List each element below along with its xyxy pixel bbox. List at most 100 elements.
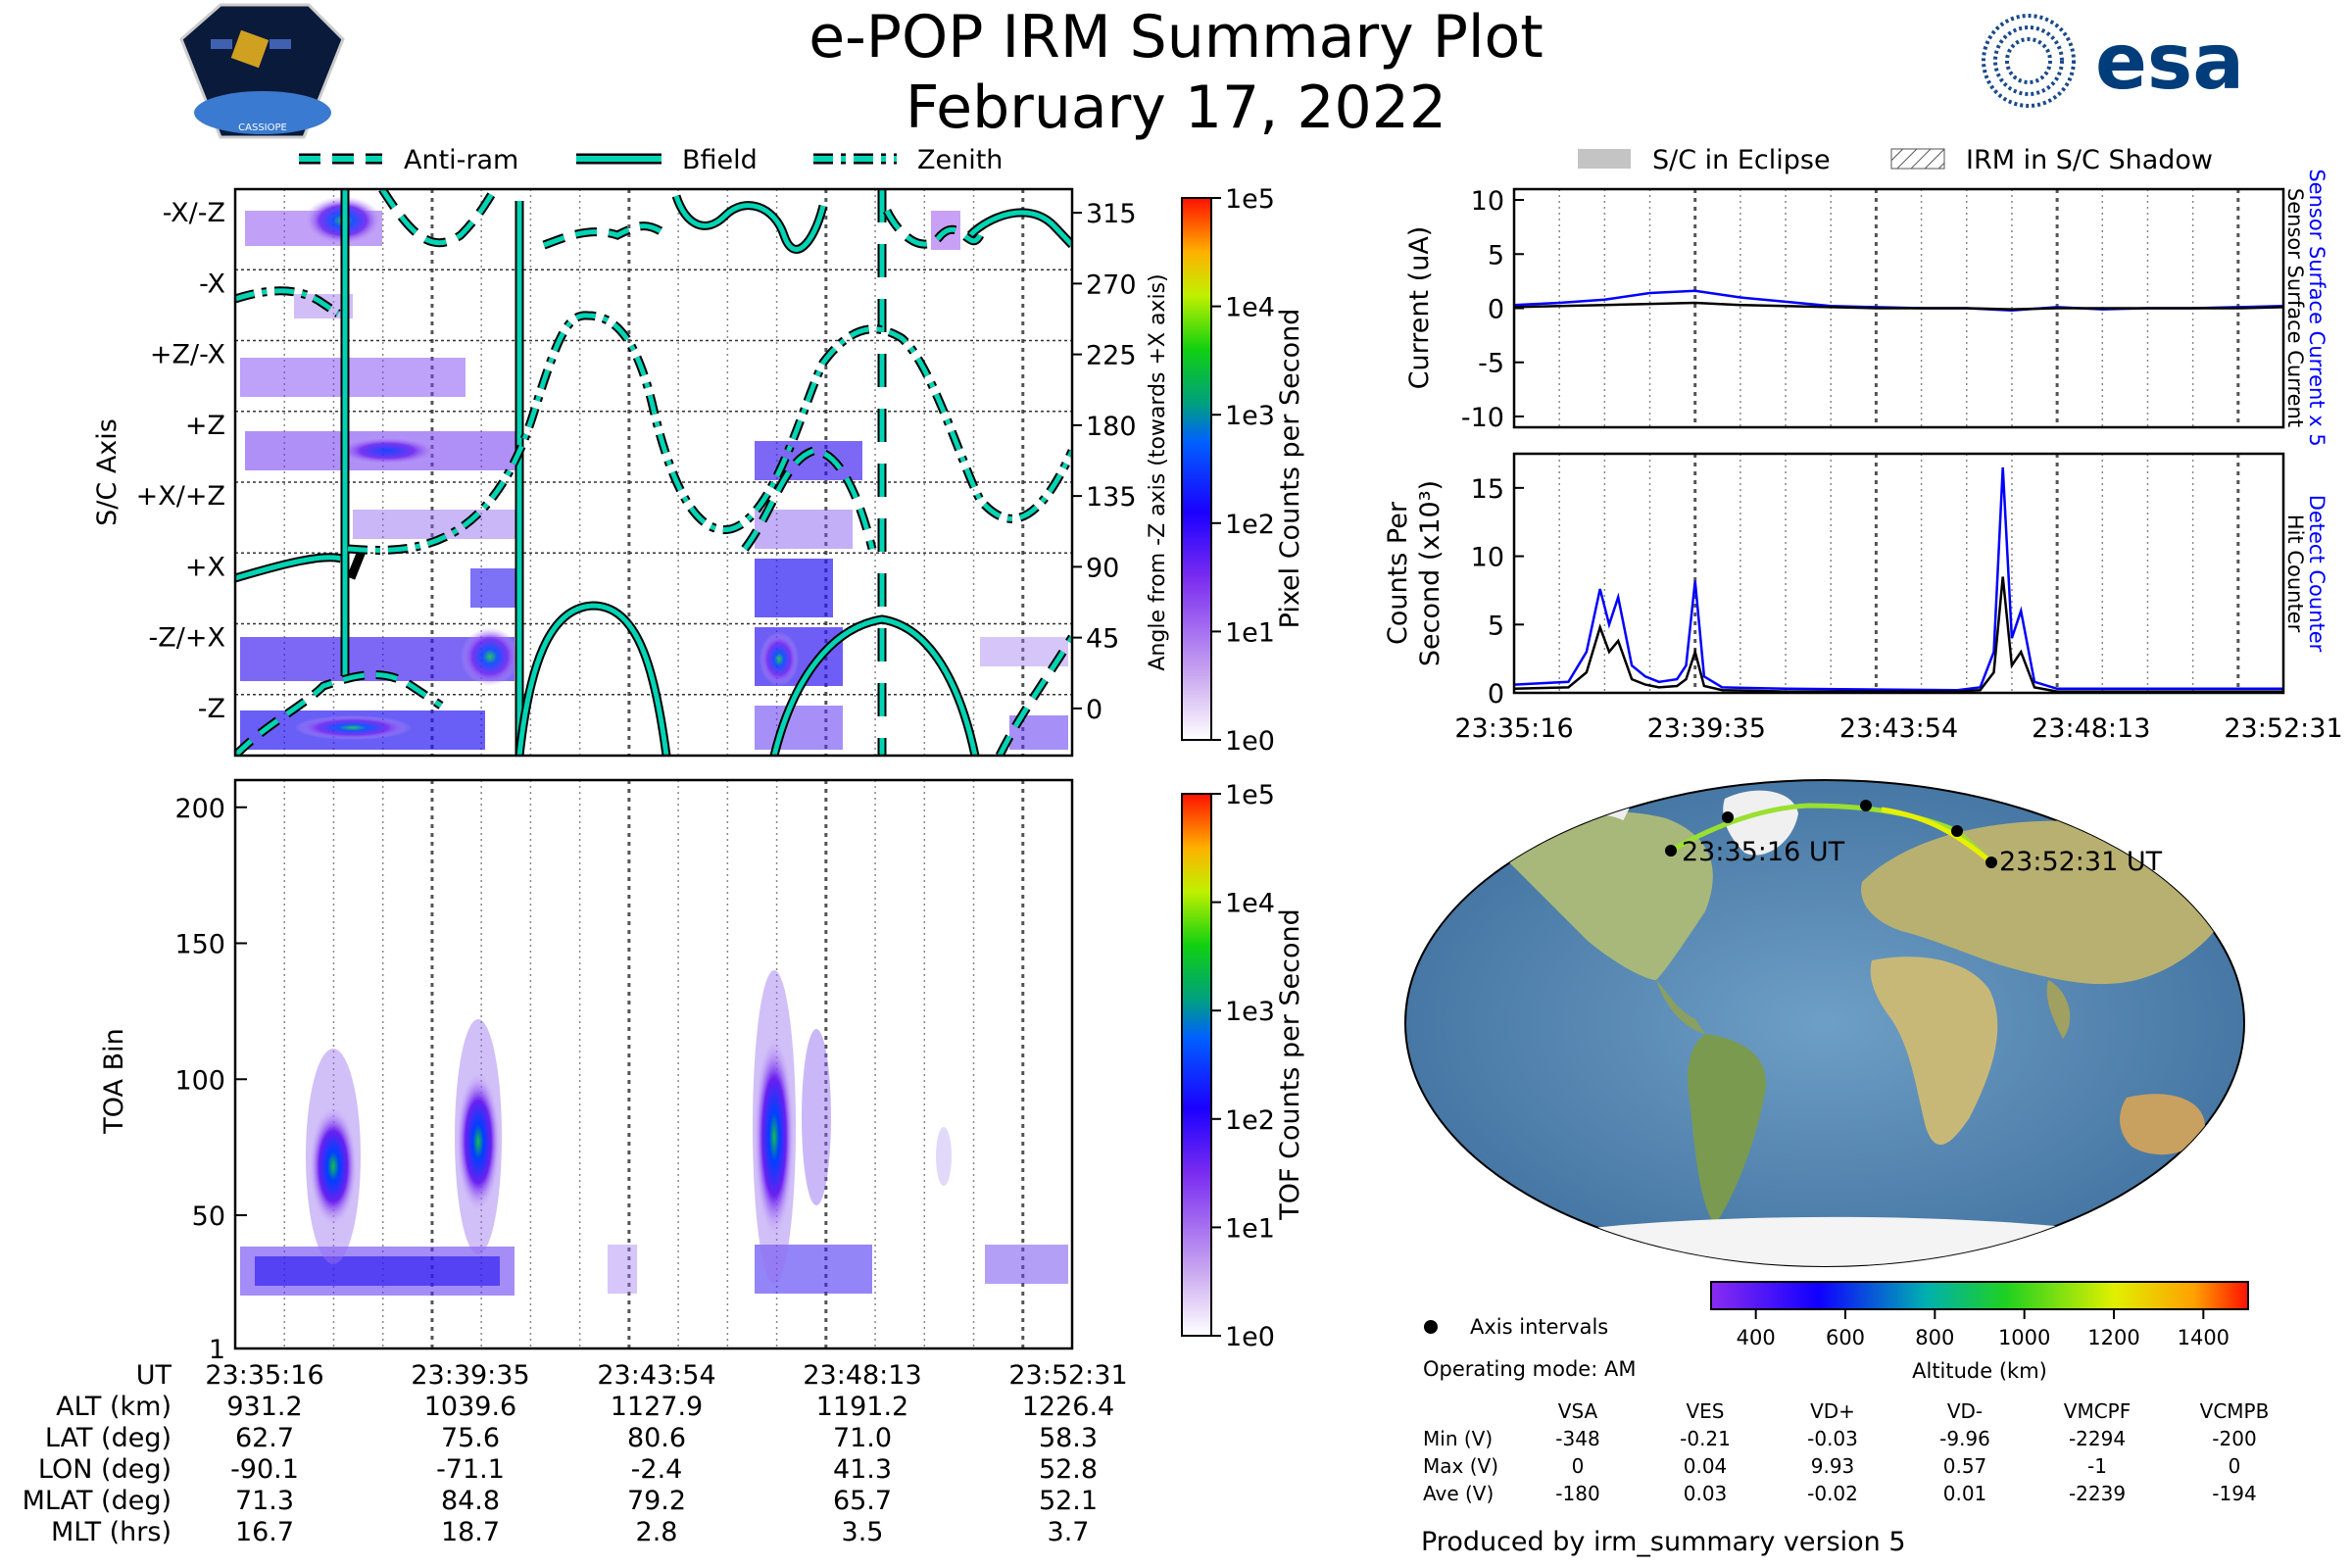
counts-panel: Counts Per Second (x10³) Detect Counter … — [1383, 452, 2343, 744]
axis-intervals-label: Axis intervals — [1470, 1315, 1608, 1339]
current-series-line — [1513, 301, 2284, 311]
altitude-tick-label: 1000 — [1998, 1326, 2050, 1349]
ephemeris-value: -90.1 — [230, 1454, 299, 1485]
time-tick-label: 23:39:35 — [1647, 713, 1766, 744]
altitude-tick-label: 600 — [1826, 1326, 1865, 1349]
legend-pixel-lines: Anti-ram Bfield Zenith — [299, 145, 1003, 175]
svg-text:S/C in Eclipse: S/C in Eclipse — [1652, 145, 1831, 175]
ephemeris-value: 52.1 — [1038, 1486, 1099, 1516]
time-tick-label: 23:35:16 — [1454, 713, 1573, 744]
colorbar-tick-label: 1e0 — [1225, 1322, 1275, 1352]
toa-tick-label: 200 — [174, 794, 225, 824]
svg-text:TOF Counts per Second: TOF Counts per Second — [1275, 908, 1305, 1221]
svg-text:esa: esa — [2095, 19, 2244, 107]
track-point — [1665, 845, 1677, 857]
tof-colorbar: TOF Counts per Second 1e5 1e4 1e3 1e2 1e1 1e0 — [1181, 780, 1305, 1352]
ephemeris-value: 71.0 — [832, 1423, 893, 1453]
ephemeris-value: 41.3 — [832, 1454, 893, 1485]
ephemeris-value: 931.2 — [226, 1392, 303, 1422]
toa-tick-label: 100 — [174, 1065, 225, 1096]
track-point — [1951, 825, 1963, 837]
ephemeris-value: 16.7 — [234, 1517, 295, 1547]
ephemeris-value: 71.3 — [234, 1486, 295, 1516]
ephemeris-row-label: UT — [135, 1360, 172, 1391]
ephemeris-value: 3.7 — [1047, 1517, 1090, 1547]
voltage-value: 0.57 — [1942, 1454, 1987, 1478]
ephemeris-row-label: MLT (hrs) — [50, 1517, 172, 1547]
ephemeris-value: 1191.2 — [815, 1392, 909, 1422]
voltage-value: -0.02 — [1807, 1482, 1858, 1505]
toa-ylabel: TOA Bin — [99, 1028, 129, 1134]
colorbar-tick-label: 1e4 — [1225, 293, 1275, 323]
colorbar-tick-label: 1e4 — [1225, 889, 1275, 919]
angle-tick-label: 315 — [1086, 199, 1137, 229]
ephemeris-row-label: LON (deg) — [37, 1454, 172, 1485]
colorbar-tick-label: 1e5 — [1225, 780, 1275, 810]
sc-axis-tick-label: +X/+Z — [136, 481, 225, 512]
voltage-value: 0.03 — [1683, 1482, 1728, 1505]
voltage-row-label: Ave (V) — [1423, 1482, 1494, 1505]
current-tick-label: 10 — [1471, 186, 1504, 217]
ephemeris-table: UT 23:35:16 23:39:35 23:43:54 23:48:13 23:52:… — [0, 1360, 1176, 1566]
voltage-value: 0.04 — [1683, 1454, 1728, 1478]
ephemeris-value: 18.7 — [440, 1517, 501, 1547]
svg-text:IRM in S/C Shadow: IRM in S/C Shadow — [1966, 145, 2213, 175]
ephemeris-value: 79.2 — [626, 1486, 687, 1516]
colorbar-tick-label: 1e0 — [1225, 726, 1275, 757]
voltage-value: -9.96 — [1939, 1427, 1990, 1450]
ephemeris-value: 2.8 — [635, 1517, 678, 1547]
ephemeris-value: 1127.9 — [610, 1392, 704, 1422]
angle-tick-label: 0 — [1086, 695, 1102, 725]
ephemeris-value: 1226.4 — [1021, 1392, 1115, 1422]
track-point — [1860, 800, 1872, 811]
svg-text:Altitude (km): Altitude (km) — [1912, 1359, 2047, 1383]
ephemeris-value: 80.6 — [626, 1423, 687, 1453]
current-tick-label: -5 — [1478, 349, 1504, 379]
current-tick-label: -10 — [1461, 403, 1504, 433]
current-panel: Current (uA) Sensor Surface Current x 5 … — [1404, 169, 2328, 446]
time-tick-label: 23:52:31 — [2224, 713, 2342, 744]
time-tick-label: 23:48:13 — [2032, 713, 2150, 744]
ephemeris-value: 65.7 — [832, 1486, 893, 1516]
angle-tick-label: 45 — [1086, 624, 1119, 655]
voltage-value: 0 — [2228, 1454, 2241, 1478]
ephemeris-value: 84.8 — [440, 1486, 501, 1516]
ephemeris-value: 23:39:35 — [411, 1360, 530, 1391]
angle-tick-label: 90 — [1086, 553, 1119, 583]
sc-axis-ylabel: S/C Axis — [92, 418, 122, 526]
sc-axis-tick-label: +Z/-X — [150, 340, 225, 370]
toa-tick-label: 1 — [209, 1335, 225, 1365]
legend-eclipse: S/C in Eclipse IRM in S/C Shadow — [1578, 145, 2213, 175]
ephemeris-value: 52.8 — [1038, 1454, 1099, 1485]
ephemeris-value: 3.5 — [841, 1517, 884, 1547]
voltage-value: -0.03 — [1807, 1427, 1858, 1450]
colorbar-tick-label: 1e2 — [1225, 1105, 1275, 1136]
voltage-header: VMCPF — [2063, 1399, 2132, 1423]
voltage-value: 0.01 — [1942, 1482, 1987, 1505]
counts-tick-label: 15 — [1471, 474, 1504, 505]
ephemeris-value: -71.1 — [436, 1454, 505, 1485]
voltage-row-label: Min (V) — [1423, 1427, 1494, 1450]
sc-axis-panel: S/C Axis Angle from -Z axis (towards +X … — [92, 187, 1170, 758]
page-date: February 17, 2022 — [905, 74, 1447, 142]
svg-text:Detect Counter: Detect Counter — [2305, 495, 2328, 653]
ephemeris-value: 23:52:31 — [1008, 1360, 1128, 1391]
track-point — [1722, 811, 1734, 823]
legend-zenith: Zenith — [917, 145, 1003, 175]
sc-axis-tick-label: +X — [185, 552, 225, 582]
voltage-value: -1 — [2087, 1454, 2107, 1478]
colorbar-tick-label: 1e2 — [1225, 510, 1275, 540]
current-tick-label: 0 — [1488, 295, 1504, 325]
svg-text:Counts Per: Counts Per — [1383, 501, 1413, 645]
altitude-colorbar: 400 600 800 1000 1200 1400 Altitude (km) — [1710, 1281, 2249, 1383]
ephemeris-row-label: ALT (km) — [56, 1392, 172, 1422]
colorbar-tick-label: 1e5 — [1225, 184, 1275, 215]
ephemeris-value: 23:48:13 — [803, 1360, 922, 1391]
altitude-tick-label: 800 — [1915, 1326, 1954, 1349]
track-end-label: 23:52:31 UT — [1999, 847, 2163, 877]
sc-axis-tick-label: -X — [199, 269, 225, 299]
ephemeris-value: -2.4 — [630, 1454, 683, 1485]
svg-text:Pixel Counts per Second: Pixel Counts per Second — [1275, 309, 1305, 629]
esa-logo: esa — [1982, 14, 2244, 108]
sc-axis-tick-label: -Z — [198, 694, 225, 724]
